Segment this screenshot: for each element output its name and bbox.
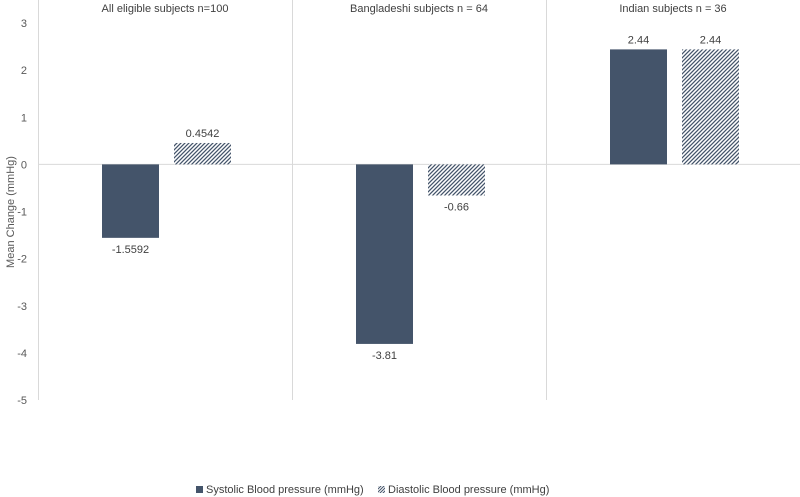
bar-systolic bbox=[356, 164, 413, 344]
y-tick-label: -2 bbox=[17, 254, 27, 266]
data-label: 2.44 bbox=[628, 34, 649, 46]
data-label: -3.81 bbox=[372, 350, 397, 362]
data-label: 0.4542 bbox=[186, 128, 220, 140]
panel-title: Bangladeshi subjects n = 64 bbox=[350, 3, 488, 15]
y-tick-label: 1 bbox=[21, 112, 27, 124]
data-label: -0.66 bbox=[444, 201, 469, 213]
panel-title: Indian subjects n = 36 bbox=[619, 3, 726, 15]
legend-label: Systolic Blood pressure (mmHg) bbox=[206, 484, 364, 496]
y-tick-label: 2 bbox=[21, 65, 27, 77]
legend-label: Diastolic Blood pressure (mmHg) bbox=[388, 484, 549, 496]
y-tick-label: -5 bbox=[17, 395, 27, 407]
y-tick-label: -1 bbox=[17, 207, 27, 219]
y-axis-title: Mean Change (mmHg) bbox=[5, 156, 17, 268]
bar-systolic bbox=[102, 164, 159, 238]
bar-diastolic bbox=[428, 164, 485, 196]
legend-swatch-systolic bbox=[196, 486, 203, 493]
panel-title: All eligible subjects n=100 bbox=[102, 3, 229, 15]
bar-diastolic bbox=[174, 142, 231, 165]
bar-systolic bbox=[610, 49, 667, 165]
y-tick-label: 3 bbox=[21, 18, 27, 30]
bar-diastolic bbox=[682, 49, 739, 165]
legend-swatch-diastolic bbox=[378, 486, 385, 493]
y-tick-label: -4 bbox=[17, 348, 27, 360]
data-label: 2.44 bbox=[700, 34, 721, 46]
y-tick-label: 0 bbox=[21, 159, 27, 171]
y-tick-label: -3 bbox=[17, 301, 27, 313]
data-label: -1.5592 bbox=[112, 244, 149, 256]
